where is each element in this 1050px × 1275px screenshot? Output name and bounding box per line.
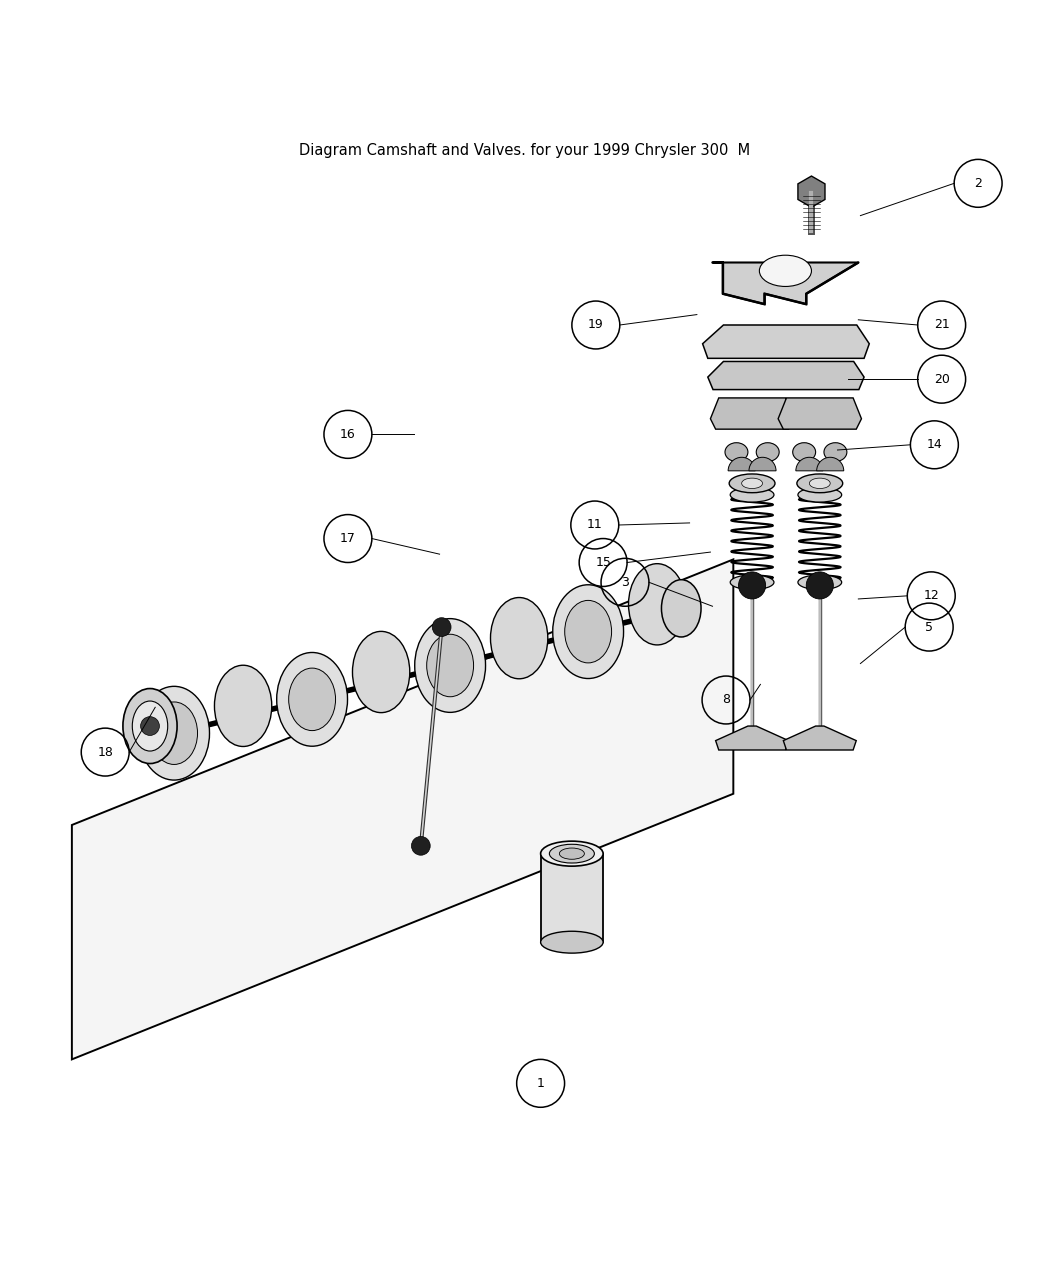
Ellipse shape <box>724 442 748 462</box>
Text: 2: 2 <box>974 177 982 190</box>
Ellipse shape <box>353 631 410 713</box>
Ellipse shape <box>565 601 611 663</box>
Wedge shape <box>817 458 844 470</box>
Ellipse shape <box>214 666 272 746</box>
Ellipse shape <box>662 580 701 638</box>
Circle shape <box>806 572 834 599</box>
Text: 16: 16 <box>340 428 356 441</box>
Polygon shape <box>71 560 733 1060</box>
Text: 18: 18 <box>98 746 113 759</box>
Polygon shape <box>716 725 789 750</box>
Ellipse shape <box>552 585 624 678</box>
Ellipse shape <box>150 703 197 765</box>
Ellipse shape <box>730 575 774 589</box>
Polygon shape <box>702 325 869 358</box>
Ellipse shape <box>798 487 842 502</box>
Ellipse shape <box>629 564 686 645</box>
Text: 1: 1 <box>537 1077 545 1090</box>
Ellipse shape <box>741 478 762 488</box>
Ellipse shape <box>797 474 843 492</box>
Text: 17: 17 <box>340 532 356 544</box>
Wedge shape <box>796 458 823 470</box>
Text: 20: 20 <box>933 372 949 385</box>
Ellipse shape <box>756 442 779 462</box>
Polygon shape <box>713 263 858 305</box>
Ellipse shape <box>132 701 168 751</box>
Polygon shape <box>783 725 856 750</box>
Text: 3: 3 <box>621 576 629 589</box>
Ellipse shape <box>812 734 828 743</box>
Circle shape <box>433 617 452 636</box>
Ellipse shape <box>759 255 812 287</box>
Text: 15: 15 <box>595 556 611 569</box>
Ellipse shape <box>549 844 594 863</box>
Ellipse shape <box>426 634 474 696</box>
Ellipse shape <box>793 442 816 462</box>
Ellipse shape <box>798 575 842 589</box>
Circle shape <box>738 572 765 599</box>
Ellipse shape <box>139 686 210 780</box>
Text: 11: 11 <box>587 519 603 532</box>
Polygon shape <box>708 361 864 390</box>
Wedge shape <box>728 458 755 470</box>
Text: Diagram Camshaft and Valves. for your 1999 Chrysler 300  M: Diagram Camshaft and Valves. for your 19… <box>299 143 751 158</box>
Text: 8: 8 <box>722 694 730 706</box>
Text: 5: 5 <box>925 621 933 634</box>
Polygon shape <box>711 398 794 430</box>
Polygon shape <box>798 176 825 208</box>
Text: 19: 19 <box>588 319 604 332</box>
Ellipse shape <box>289 668 336 731</box>
Ellipse shape <box>277 653 348 746</box>
Ellipse shape <box>541 842 603 866</box>
Polygon shape <box>778 398 861 430</box>
Ellipse shape <box>415 618 485 713</box>
Circle shape <box>412 836 430 856</box>
Ellipse shape <box>123 688 177 764</box>
Wedge shape <box>749 458 776 470</box>
Ellipse shape <box>729 474 775 492</box>
Ellipse shape <box>730 487 774 502</box>
Ellipse shape <box>743 734 760 743</box>
Ellipse shape <box>810 478 831 488</box>
Circle shape <box>141 717 160 736</box>
Ellipse shape <box>560 848 585 859</box>
Text: 12: 12 <box>923 589 939 602</box>
FancyBboxPatch shape <box>541 854 603 942</box>
Ellipse shape <box>824 442 847 462</box>
Ellipse shape <box>541 931 603 954</box>
Text: 14: 14 <box>926 439 942 451</box>
Ellipse shape <box>490 598 548 678</box>
Text: 21: 21 <box>933 319 949 332</box>
